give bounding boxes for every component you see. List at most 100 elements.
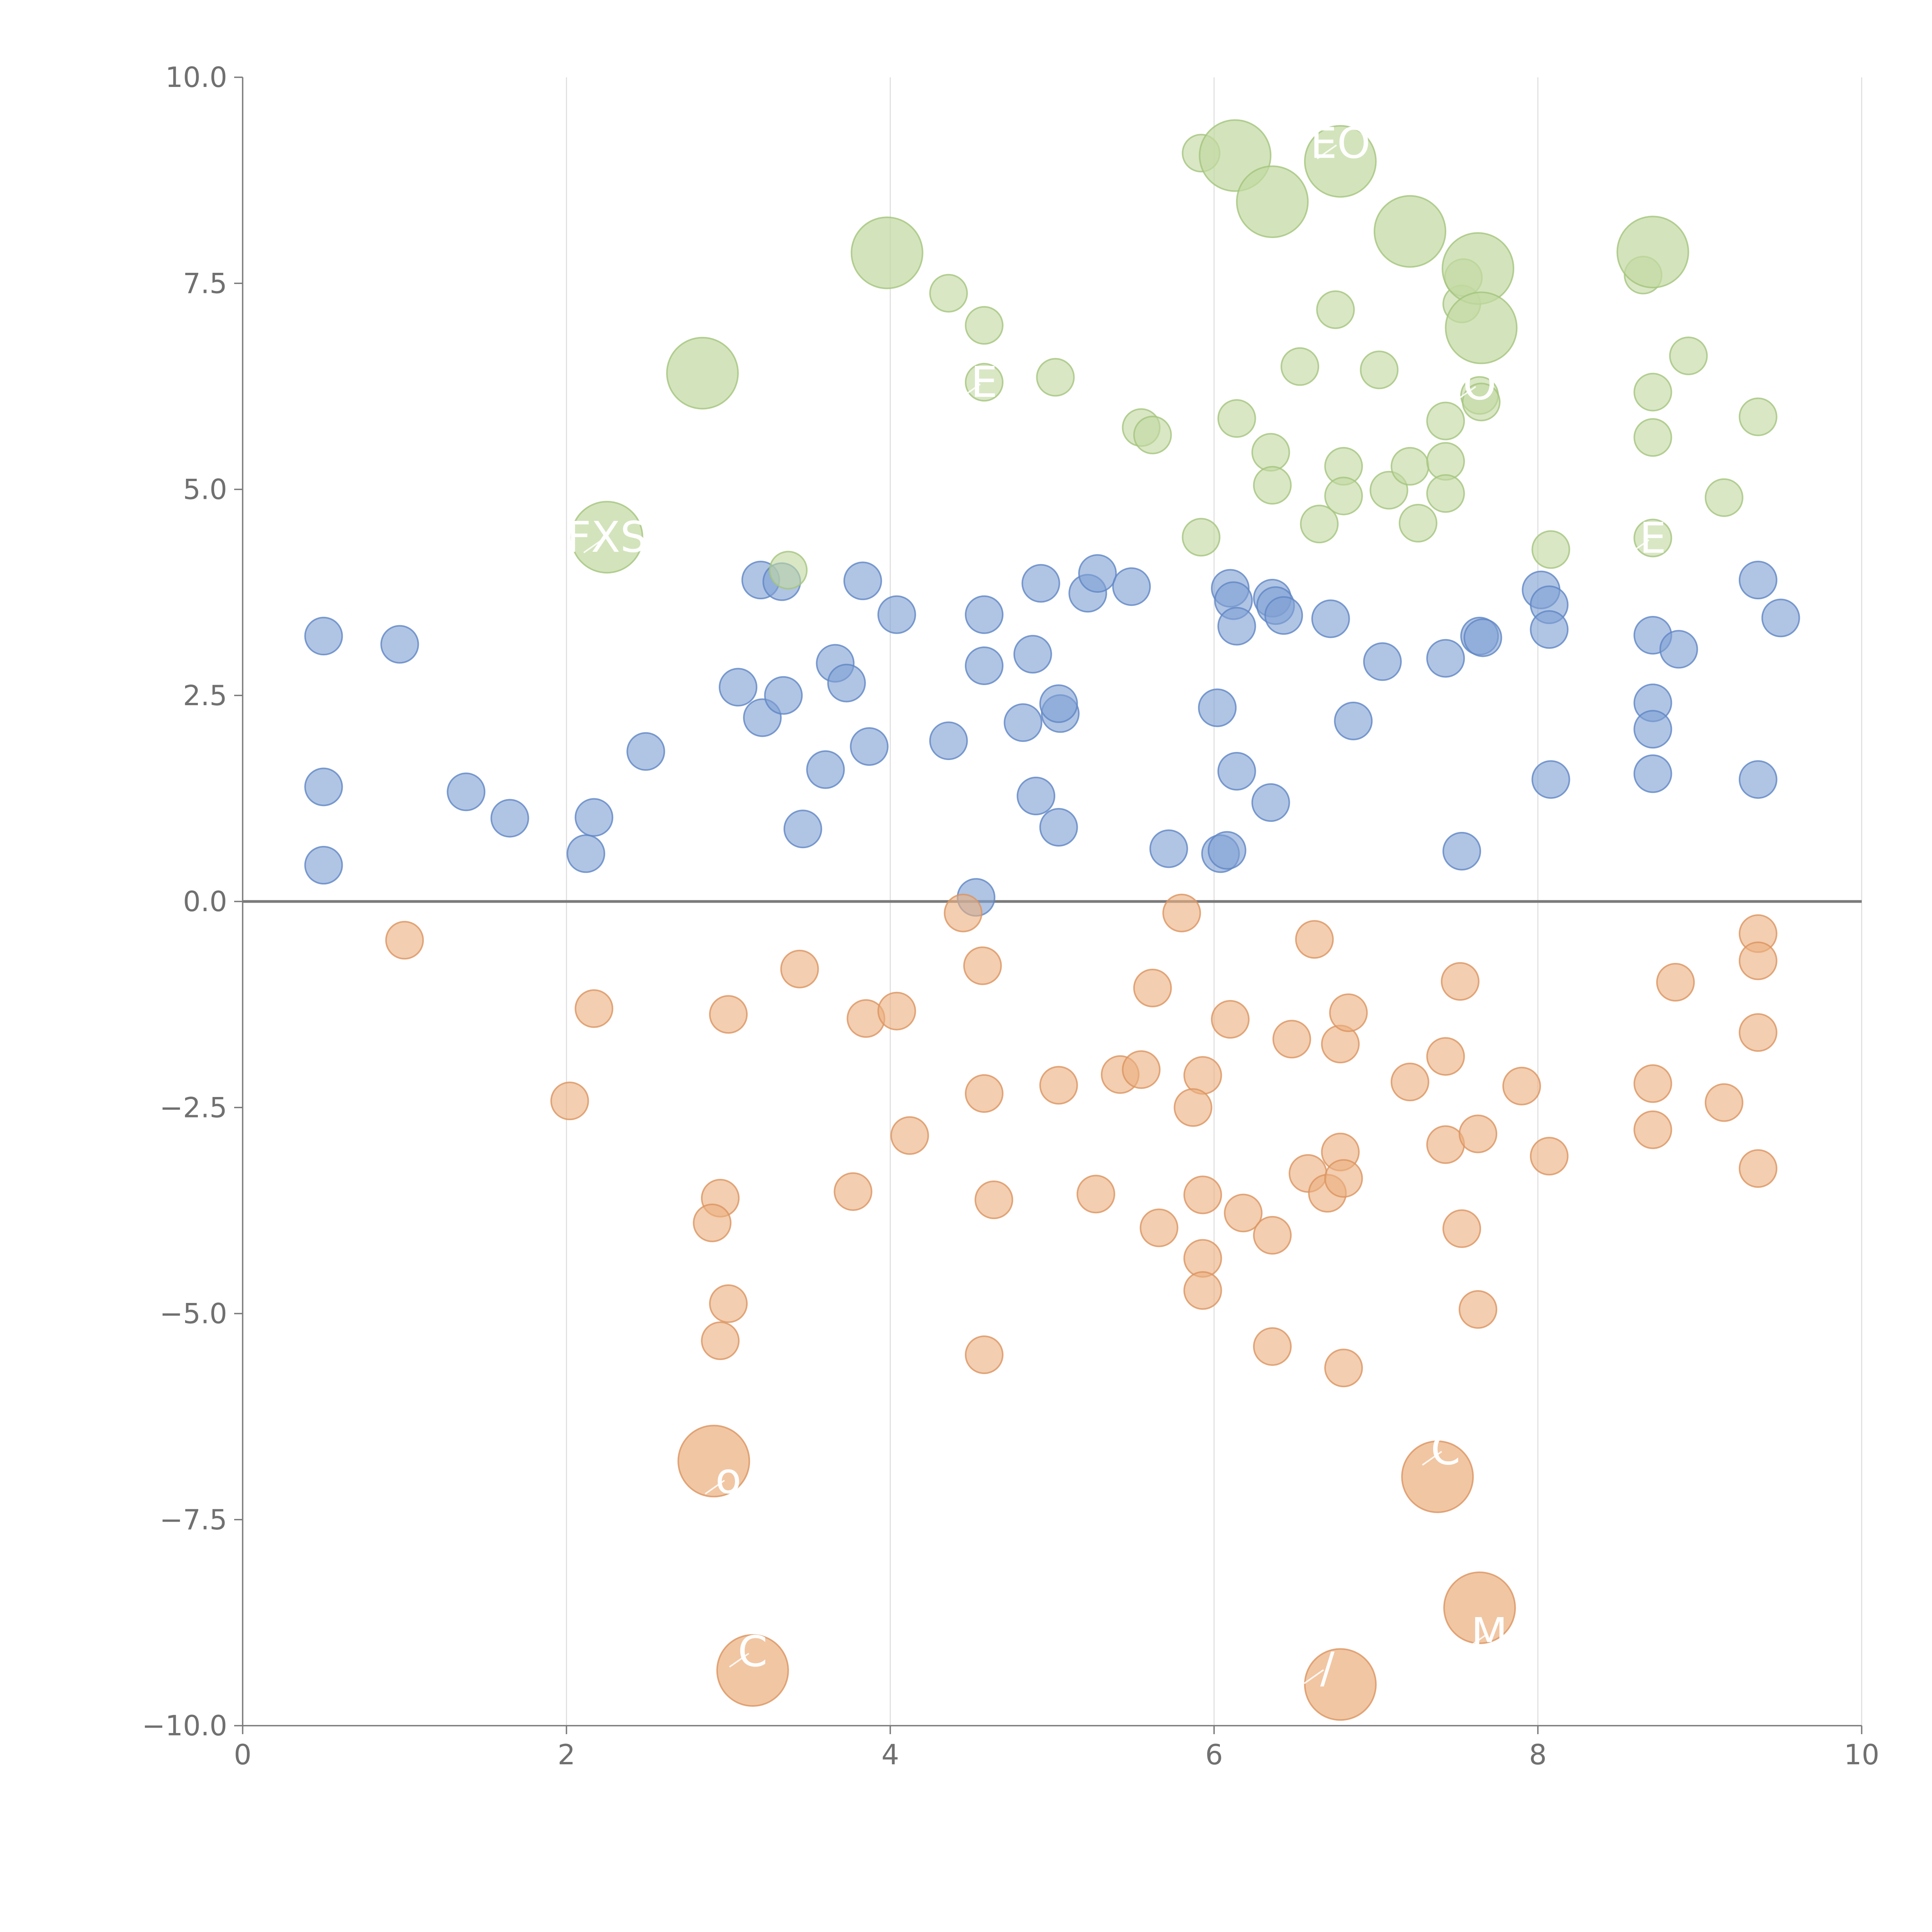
orange-point	[385, 921, 424, 960]
blue-point	[1311, 599, 1350, 638]
blue-point	[827, 663, 866, 702]
orange-point	[965, 1074, 1004, 1113]
blue-point	[1531, 760, 1570, 799]
point-annotation: O	[1463, 360, 1497, 410]
green-point	[1426, 474, 1465, 513]
green-bubble	[850, 216, 923, 289]
blue-point	[304, 846, 343, 885]
orange-point	[1122, 1050, 1161, 1089]
y-tick-label: −10.0	[142, 1709, 227, 1742]
orange-point	[550, 1082, 589, 1121]
green-point	[929, 274, 968, 313]
green-point	[1316, 290, 1355, 329]
blue-point	[1426, 639, 1465, 678]
orange-point	[1738, 1149, 1777, 1188]
green-point	[1738, 397, 1777, 436]
green-point	[965, 306, 1004, 345]
green-point	[1531, 530, 1570, 569]
orange-point	[575, 989, 614, 1028]
point-annotation: E	[1639, 513, 1667, 563]
blue-point	[1463, 618, 1502, 657]
blue-point	[850, 727, 889, 766]
annotation-leader	[1629, 539, 1650, 554]
blue-point	[626, 732, 665, 771]
green-point	[1398, 503, 1437, 543]
green-bubble	[1373, 195, 1446, 268]
orange-point	[1329, 993, 1368, 1032]
orange-point	[1458, 1114, 1497, 1153]
point-annotation: o	[715, 1454, 741, 1503]
blue-point	[1003, 703, 1043, 742]
point-annotation: EO	[1310, 119, 1371, 168]
point-annotation: FXS	[567, 512, 647, 562]
orange-point	[1704, 1083, 1743, 1122]
orange-point	[1738, 941, 1777, 980]
green-bubble	[1616, 216, 1689, 289]
blue-point	[447, 772, 486, 811]
green-point	[1669, 336, 1708, 375]
orange-point	[1324, 1349, 1363, 1388]
points-layer	[304, 119, 1800, 1721]
green-point	[1633, 418, 1672, 457]
orange-point	[1426, 1037, 1465, 1076]
blue-point	[1761, 599, 1800, 638]
orange-point	[709, 1284, 748, 1323]
orange-point	[693, 1203, 732, 1242]
blue-point	[965, 595, 1004, 634]
green-point	[1133, 415, 1172, 454]
point-annotation: /	[1320, 1643, 1335, 1693]
orange-point	[1426, 1125, 1465, 1164]
annotation-leader	[704, 1480, 725, 1495]
blue-point	[1633, 754, 1672, 793]
x-tick-label: 4	[881, 1738, 899, 1771]
annotation-leader	[1422, 1451, 1442, 1466]
green-point	[1633, 372, 1672, 412]
green-bubble	[1445, 291, 1518, 364]
green-point	[1253, 466, 1292, 505]
blue-point	[1039, 684, 1078, 723]
orange-point	[1324, 1159, 1363, 1198]
annotation-leader	[583, 538, 604, 553]
blue-point	[1112, 567, 1151, 606]
y-tick-label: −7.5	[160, 1503, 227, 1536]
green-point	[1360, 350, 1399, 389]
annotation-leader	[1304, 1669, 1324, 1684]
blue-point	[783, 810, 822, 849]
blue-point	[1013, 635, 1052, 674]
blue-point	[1217, 607, 1256, 646]
orange-point	[1211, 1000, 1250, 1039]
blue-point	[1149, 829, 1188, 868]
green-bubble	[570, 501, 643, 574]
y-tick-label: −2.5	[160, 1091, 227, 1124]
orange-point	[877, 992, 916, 1031]
orange-point	[709, 995, 748, 1034]
annotation-leader	[960, 383, 981, 398]
green-bubble	[666, 337, 739, 410]
y-tick-label: 5.0	[183, 473, 227, 506]
green-point	[1251, 433, 1290, 472]
orange-point	[1183, 1175, 1222, 1214]
orange-point	[1530, 1137, 1569, 1176]
y-tick-label: 2.5	[183, 679, 227, 712]
blue-point	[575, 798, 614, 837]
blue-point	[1251, 783, 1290, 822]
orange-point	[1133, 968, 1172, 1007]
blue-point	[1738, 561, 1777, 600]
blue-point	[764, 676, 803, 715]
blue-point	[1039, 808, 1078, 847]
green-point	[1182, 518, 1221, 557]
green-point	[1281, 347, 1320, 386]
orange-bubble	[716, 1634, 789, 1707]
x-tick-label: 2	[558, 1738, 575, 1771]
blue-point	[1530, 610, 1569, 649]
orange-point	[1162, 893, 1201, 932]
green-point	[965, 363, 1004, 402]
axes-layer: 0 2 4 6 8 10 −10.0 −7.5 −5.0 −2.5 0.0 2.5 5.0 7.5 10.0	[142, 61, 1879, 1771]
y-tick-label: 0.0	[183, 885, 227, 918]
blue-point	[1198, 688, 1237, 727]
y-tick-label: −5.0	[160, 1298, 227, 1330]
orange-point	[965, 1335, 1004, 1374]
y-tick-label: 7.5	[183, 267, 227, 299]
annotation-leader	[1316, 145, 1337, 160]
orange-point	[1502, 1066, 1541, 1105]
